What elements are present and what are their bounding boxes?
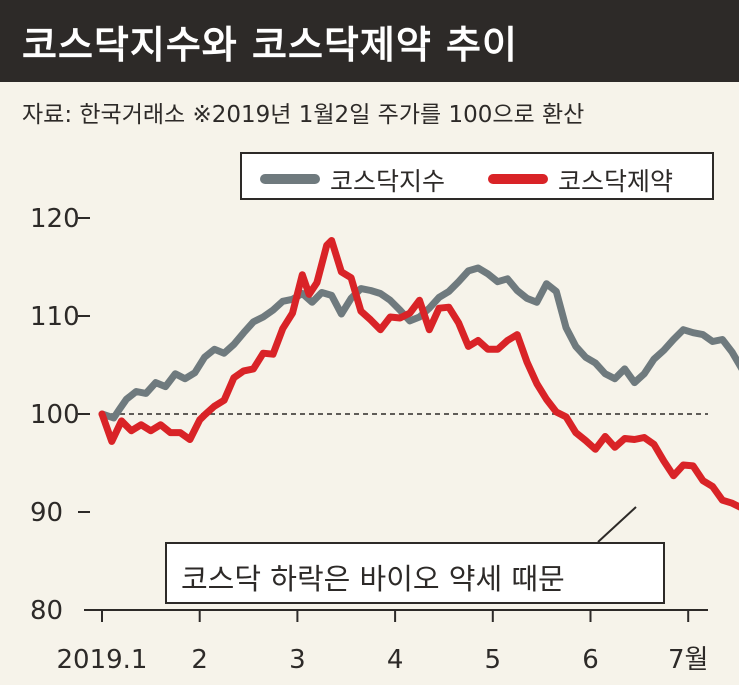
x-tick-label: 7월 [668, 645, 708, 675]
y-tick-label: 80 [30, 596, 63, 626]
x-tick-label: 3 [289, 645, 306, 675]
legend-label-pharma: 코스닥제약 [558, 167, 674, 196]
annotation-box: 코스닥 하락은 바이오 약세 때문 [165, 542, 665, 604]
legend-label-kosdaq: 코스닥지수 [330, 167, 446, 196]
series-line-pharma [98, 237, 739, 511]
x-tick-label: 2 [191, 645, 208, 675]
series-line-kosdaq [98, 264, 739, 422]
x-tick-label: 2019.1 [57, 645, 148, 675]
y-tick-label: 90 [30, 498, 63, 528]
chart-title: 코스닥지수와 코스닥제약 추이 [22, 23, 518, 67]
y-tick-label: 110 [30, 302, 80, 332]
x-tick-label: 4 [387, 645, 404, 675]
title-bar: 코스닥지수와 코스닥제약 추이 [0, 0, 739, 82]
legend-swatch-kosdaq [260, 174, 320, 184]
legend: 코스닥지수 코스닥제약 [240, 152, 714, 200]
y-tick-label: 120 [30, 204, 80, 234]
x-tick-label: 5 [485, 645, 502, 675]
legend-swatch-pharma [488, 174, 548, 184]
annotation-pointer [597, 506, 637, 543]
annotation-text: 코스닥 하락은 바이오 약세 때문 [181, 562, 565, 596]
y-tick-label: 100 [30, 400, 80, 430]
x-tick-label: 6 [582, 645, 599, 675]
source-note: 자료: 한국거래소 ※2019년 1월2일 주가를 100으로 환산 [22, 102, 585, 128]
